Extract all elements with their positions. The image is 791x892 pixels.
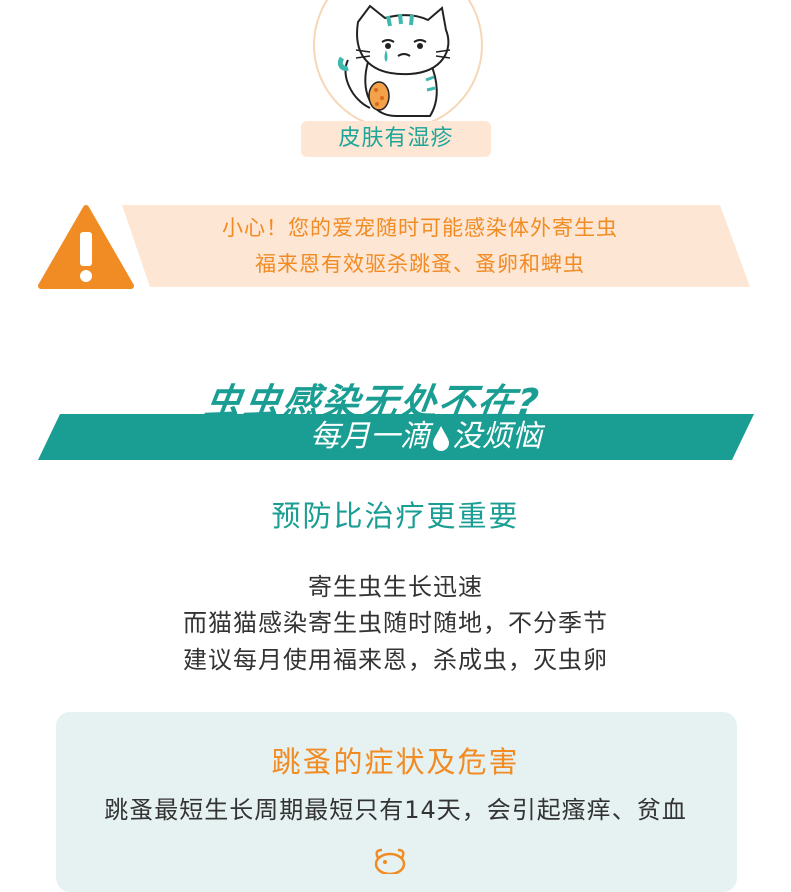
skin-eczema-tag: 皮肤有湿疹 [301, 121, 491, 157]
warning-line-2: 福来恩有效驱杀跳蚤、蚤卵和蜱虫 [255, 252, 585, 276]
band-slogan: 每月一滴 没烦恼 [310, 416, 610, 458]
prevention-line: 而猫猫感染寄生虫随时随地，不分季节 [183, 609, 608, 637]
warning-icon [38, 205, 134, 289]
flea-panel-text: 跳蚤最短生长周期最短只有14天，会引起瘙痒、贫血 [104, 796, 687, 824]
warning-message: 小心！您的爱宠随时可能感染体外寄生虫 福来恩有效驱杀跳蚤、蚤卵和蜱虫 [160, 210, 680, 282]
prevention-title: 预防比治疗更重要 [271, 499, 520, 533]
water-drop-icon [433, 425, 449, 451]
crying-cat-illustration [337, 4, 451, 117]
warning-banner-background [122, 205, 750, 287]
flea-panel-title: 跳蚤的症状及危害 [271, 745, 520, 779]
flea-info-panel [56, 712, 737, 892]
warning-line-1: 小心！您的爱宠随时可能感染体外寄生虫 [222, 216, 618, 240]
teal-band [38, 414, 754, 460]
flea-icon [374, 848, 406, 874]
band-slogan-left: 每月一滴 [310, 419, 430, 454]
prevention-line: 寄生虫生长迅速 [308, 573, 483, 601]
prevention-line: 建议每月使用福来恩，杀成虫，灭虫卵 [183, 646, 608, 674]
band-slogan-right: 没烦恼 [452, 419, 542, 454]
